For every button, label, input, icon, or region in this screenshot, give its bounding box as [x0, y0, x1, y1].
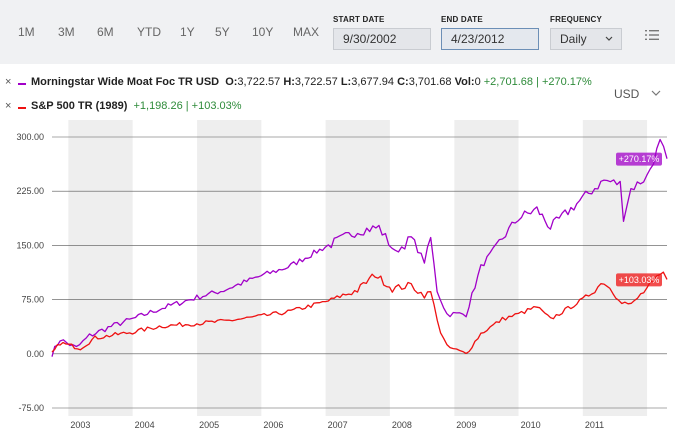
- x-tick-label: 2011: [585, 420, 604, 430]
- currency-label: USD: [614, 87, 640, 101]
- y-tick-label: -75.00: [18, 403, 44, 413]
- year-band: [325, 120, 390, 416]
- period-10y-button[interactable]: 10Y: [252, 25, 274, 39]
- remove-series-2-icon[interactable]: ×: [5, 100, 12, 112]
- frequency-select[interactable]: Daily: [550, 28, 622, 50]
- frequency-label: FREQUENCY: [550, 15, 603, 24]
- series-2-swatch: [18, 107, 26, 109]
- series-1-swatch: [18, 83, 26, 85]
- start-date-label: START DATE: [333, 15, 385, 24]
- x-axis: 2003 2004 2005 2006 2007 2008 2009 2010 2011: [70, 420, 604, 430]
- chevron-down-icon: [605, 29, 613, 56]
- year-band: [454, 120, 519, 416]
- x-tick-label: 2008: [392, 420, 412, 430]
- legend-series-2: × S&P 500 TR (1989) +1,198.26 | +103.03%: [0, 100, 400, 116]
- x-tick-label: 2006: [263, 420, 283, 430]
- start-date-field[interactable]: 9/30/2002: [333, 28, 431, 50]
- year-band: [68, 120, 133, 416]
- end-date-field[interactable]: 4/23/2012: [441, 28, 539, 50]
- end-date-value: 4/23/2012: [451, 32, 505, 46]
- series-1-change: +2,701.68 | +270.17%: [483, 76, 592, 88]
- end-label-badge: [616, 152, 662, 166]
- period-1m-button[interactable]: 1M: [18, 25, 35, 39]
- period-ytd-button[interactable]: YTD: [137, 25, 161, 39]
- series-line: [51, 138, 668, 357]
- legend-series-1: × Morningstar Wide Moat Foc TR USD O:3,7…: [0, 76, 600, 92]
- x-tick-label: 2010: [521, 420, 541, 430]
- end-label-badge: [616, 273, 662, 287]
- x-tick-label: 2007: [328, 420, 348, 430]
- x-tick-label: 2005: [199, 420, 219, 430]
- series-lines: [51, 138, 668, 357]
- frequency-value: Daily: [560, 32, 587, 46]
- y-tick-label: 0.00: [26, 349, 44, 359]
- start-date-value: 9/30/2002: [343, 32, 397, 46]
- period-6m-button[interactable]: 6M: [97, 25, 114, 39]
- toolbar: 1M 3M 6M YTD 1Y 5Y 10Y MAX START DATE 9/…: [0, 0, 675, 64]
- currency-select[interactable]: USD: [614, 87, 661, 101]
- end-label-text: +103.03%: [619, 275, 660, 285]
- end-date-label: END DATE: [441, 15, 483, 24]
- y-tick-label: 225.00: [16, 186, 44, 196]
- period-1y-button[interactable]: 1Y: [180, 25, 195, 39]
- period-max-button[interactable]: MAX: [293, 25, 320, 39]
- gridlines: [52, 136, 667, 409]
- year-band: [197, 120, 262, 416]
- end-labels: +270.17% +103.03%: [616, 152, 662, 287]
- series-2-name: S&P 500 TR (1989) +1,198.26 | +103.03%: [31, 100, 242, 112]
- end-label-text: +270.17%: [619, 154, 660, 164]
- x-tick-label: 2009: [456, 420, 476, 430]
- list-icon[interactable]: [645, 28, 659, 42]
- x-tick-label: 2003: [70, 420, 90, 430]
- period-5y-button[interactable]: 5Y: [215, 25, 230, 39]
- remove-series-1-icon[interactable]: ×: [5, 76, 12, 88]
- chevron-down-icon: [651, 90, 661, 96]
- period-3m-button[interactable]: 3M: [58, 25, 75, 39]
- y-tick-label: 300.00: [16, 132, 44, 142]
- year-bands: [68, 120, 648, 416]
- series-line: [51, 271, 668, 355]
- series-1-name: Morningstar Wide Moat Foc TR USD O:3,722…: [31, 76, 592, 88]
- year-band: [582, 120, 648, 416]
- series-2-change: +1,198.26 | +103.03%: [133, 100, 242, 112]
- x-tick-label: 2004: [135, 420, 155, 430]
- y-tick-label: 75.00: [21, 295, 44, 305]
- y-axis: 300.00 225.00 150.00 75.00 0.00 -75.00: [16, 132, 44, 413]
- y-tick-label: 150.00: [16, 240, 44, 250]
